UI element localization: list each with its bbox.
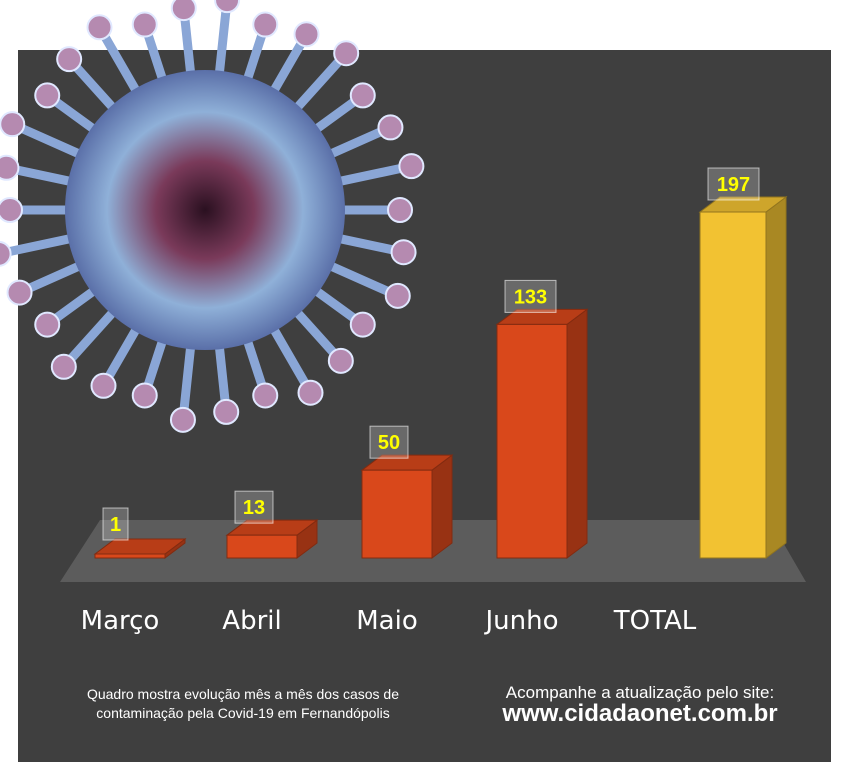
value-label-box (707, 167, 760, 201)
bar-março (93, 538, 187, 559)
coronavirus-icon (0, 0, 425, 433)
bar-maio (360, 454, 454, 559)
chart-caption: Quadro mostra evolução mês a mês dos cas… (68, 685, 418, 723)
x-tick-label: Junho (485, 606, 559, 636)
site-promo-text: Acompanhe a atualização pelo site: (505, 683, 775, 702)
value-label-box (234, 490, 274, 524)
site-promo: Acompanhe a atualização pelo site: www.c… (470, 683, 810, 727)
x-tick-label: Maio (356, 606, 418, 636)
x-tick-label: Março (80, 606, 160, 636)
data-label: 50 (378, 432, 400, 454)
value-label-box (504, 279, 557, 313)
x-tick-label: TOTAL (613, 606, 697, 636)
caption-line-2: contaminação pela Covid-19 em Fernandópo… (96, 705, 390, 721)
value-label-box (102, 507, 129, 541)
x-tick-label: Abril (222, 606, 282, 636)
bar-total (698, 196, 788, 559)
data-label: 1 (110, 514, 121, 536)
site-url[interactable]: www.cidadaonet.com.br (502, 700, 778, 727)
data-label: 13 (243, 497, 265, 519)
data-label: 133 (514, 286, 547, 308)
caption-line-1: Quadro mostra evolução mês a mês dos cas… (86, 686, 400, 702)
bar-junho (495, 308, 589, 559)
data-label: 197 (717, 174, 750, 196)
bar-abril (225, 519, 319, 559)
value-label-box (369, 425, 409, 459)
